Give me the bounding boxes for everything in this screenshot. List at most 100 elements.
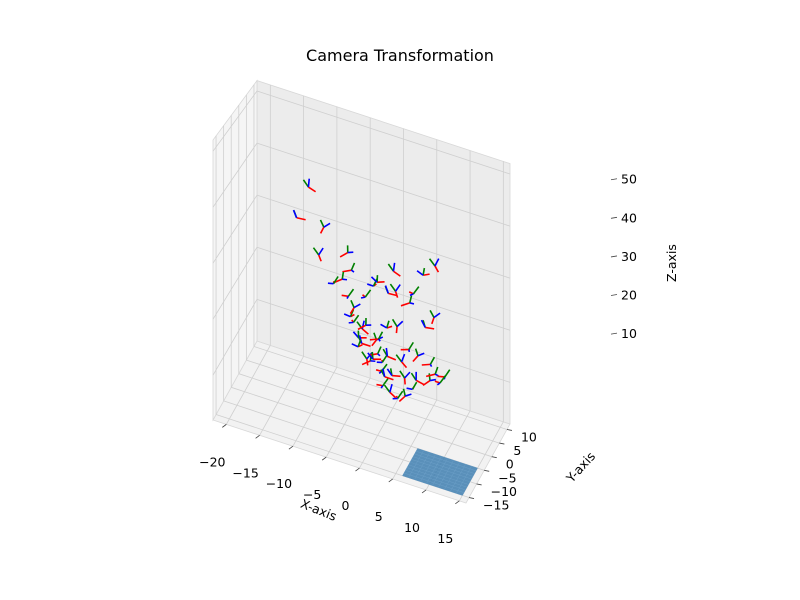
camera-y-axis: [361, 351, 368, 360]
camera-y-axis: [429, 309, 435, 318]
y-tick: [499, 442, 505, 445]
camera-x-axis: [422, 379, 431, 387]
camera-x-axis: [339, 251, 349, 258]
camera-x-axis: [431, 317, 435, 325]
camera-marker: [416, 267, 430, 277]
camera-y-axis: [396, 390, 404, 399]
camera-marker: [412, 348, 425, 363]
x-tick-label: 0: [341, 498, 349, 513]
camera-z-axis: [323, 222, 331, 228]
camera-marker: [408, 286, 420, 297]
camera-y-axis: [412, 286, 420, 295]
camera-x-axis: [395, 326, 398, 334]
x-tick: [288, 445, 294, 450]
y-tick: [506, 429, 513, 431]
camera-marker: [376, 378, 389, 389]
camera-x-axis: [425, 373, 436, 378]
camera-y-axis: [402, 388, 407, 397]
grid-z-left: [212, 90, 258, 152]
grid-z-back: [256, 90, 511, 175]
camera-z-axis: [400, 353, 406, 363]
camera-marker: [429, 309, 441, 325]
y-tick-label: 5: [513, 443, 521, 458]
grid-z-left: [212, 299, 258, 376]
plane-mesh-line: [413, 456, 474, 477]
camera-x-axis: [361, 342, 371, 347]
camera-marker: [327, 276, 339, 285]
y-tick-label: −10: [491, 484, 517, 499]
camera-y-axis: [422, 267, 426, 276]
camera-y-axis: [364, 289, 372, 298]
camera-marker: [302, 178, 317, 193]
camera-x-axis: [401, 361, 408, 369]
x-tick-label: 5: [375, 509, 383, 524]
grid-x-floor: [292, 367, 338, 447]
camera-markers: [292, 178, 451, 403]
camera-y-axis: [302, 179, 310, 188]
grid-z-left: [212, 194, 258, 264]
grid-x-floor: [225, 345, 271, 425]
plane-mesh-line: [438, 460, 454, 488]
camera-marker: [360, 289, 372, 299]
camera-z-axis: [382, 368, 386, 377]
camera-x-axis: [341, 294, 349, 298]
camera-z-axis: [429, 378, 437, 382]
camera-marker: [384, 285, 398, 297]
camera-marker: [425, 366, 439, 378]
camera-y-axis: [387, 263, 395, 272]
camera-marker: [341, 288, 355, 300]
camera-y-axis: [439, 375, 447, 384]
camera-marker: [370, 275, 385, 284]
camera-x-axis: [421, 363, 431, 366]
z-tick: [610, 332, 618, 335]
camera-marker: [399, 370, 411, 385]
x-tick: [355, 467, 360, 472]
camera-z-axis: [434, 373, 439, 377]
camera-y-axis: [409, 295, 413, 304]
camera-marker: [369, 331, 384, 342]
camera-x-axis: [317, 254, 322, 262]
y-tick: [476, 483, 482, 486]
grid-x-floor: [325, 377, 371, 458]
camera-z-axis: [307, 178, 311, 188]
camera-marker: [312, 247, 324, 262]
plane-mesh-line: [414, 453, 475, 474]
camera-marker: [367, 351, 382, 361]
camera-marker: [292, 209, 306, 221]
camera-z-axis: [429, 364, 433, 368]
camera-z-axis: [404, 371, 411, 379]
camera-marker: [400, 341, 414, 353]
plane-mesh-line: [409, 461, 471, 482]
camera-y-axis: [395, 354, 403, 363]
camera-marker: [342, 262, 356, 273]
camera-y-axis: [429, 356, 436, 365]
grid-x-floor: [359, 388, 404, 469]
z-tick-label: 50: [621, 172, 637, 187]
camera-x-axis: [415, 379, 425, 386]
camera-z-axis: [292, 209, 298, 219]
y-tick-label: 0: [506, 457, 514, 472]
camera-z-axis: [409, 302, 415, 305]
z-tick: [610, 178, 618, 181]
camera-y-axis: [383, 384, 391, 393]
x-tick-label: −5: [303, 487, 321, 502]
plane-mesh-line: [456, 466, 472, 494]
camera-marker: [406, 381, 418, 391]
camera-z-axis: [343, 313, 351, 318]
camera-z-axis: [380, 323, 388, 329]
z-tick-label: 10: [621, 326, 637, 341]
grid-y-floor: [238, 373, 492, 458]
camera-marker: [389, 283, 401, 298]
y-tick: [468, 497, 475, 499]
camera-x-axis: [394, 290, 399, 298]
grid-y-floor: [246, 359, 500, 444]
camera-x-axis: [349, 307, 355, 315]
camera-y-axis: [332, 276, 339, 285]
camera-y-axis: [312, 247, 320, 256]
camera-marker: [319, 219, 331, 234]
camera-marker: [357, 317, 372, 331]
y-tick-label: −5: [498, 470, 516, 485]
camera-y-axis: [350, 300, 355, 308]
camera-y-axis: [399, 370, 406, 379]
